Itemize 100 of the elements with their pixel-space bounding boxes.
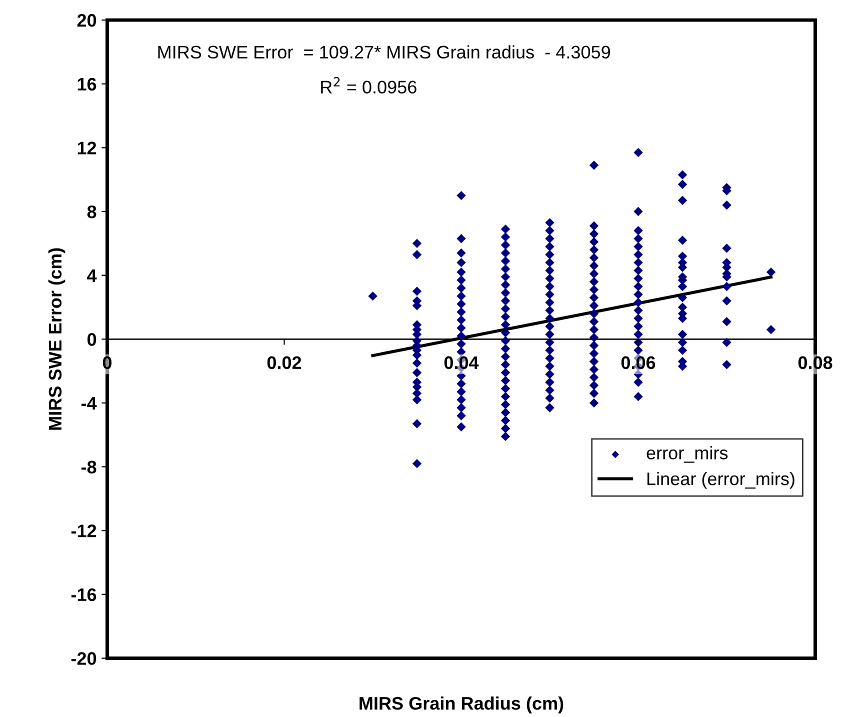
point xyxy=(456,422,466,432)
point xyxy=(500,408,510,418)
point xyxy=(589,229,599,238)
x-tick-label: 0 xyxy=(102,356,112,370)
annotation: R$^{2}$ = 0.0956 xyxy=(321,77,416,94)
point xyxy=(634,266,643,276)
point xyxy=(545,378,554,387)
point xyxy=(456,291,466,301)
point xyxy=(634,392,643,402)
point xyxy=(634,370,643,379)
point xyxy=(589,237,599,246)
point xyxy=(589,285,599,294)
point xyxy=(500,328,510,338)
point xyxy=(545,266,554,276)
y-tick-label: 8 xyxy=(87,205,96,218)
point xyxy=(500,256,510,266)
point xyxy=(634,250,643,260)
point xyxy=(500,416,510,426)
point xyxy=(722,316,732,326)
point xyxy=(634,206,643,216)
point xyxy=(545,338,554,347)
point xyxy=(500,424,510,434)
legend-label: error_mirs xyxy=(646,446,728,463)
point xyxy=(500,248,510,258)
point xyxy=(545,306,554,316)
point xyxy=(456,371,466,380)
point xyxy=(456,323,466,333)
point xyxy=(678,338,688,347)
legend-label: Linear (error_mirs) xyxy=(647,472,794,489)
point xyxy=(722,338,732,347)
point xyxy=(589,340,599,350)
point xyxy=(412,458,422,468)
point xyxy=(678,293,688,302)
point xyxy=(634,330,643,339)
point xyxy=(456,248,466,258)
point xyxy=(722,296,732,306)
point xyxy=(500,360,510,370)
point xyxy=(545,322,554,331)
point xyxy=(545,234,554,244)
point xyxy=(412,388,422,398)
point xyxy=(589,160,599,170)
x-tick-label: 0.08 xyxy=(798,356,832,370)
point xyxy=(456,276,466,285)
x-tick-label: 0.04 xyxy=(444,356,479,370)
y-tick-label: 16 xyxy=(78,78,96,91)
point xyxy=(589,324,599,334)
point xyxy=(678,180,688,189)
point xyxy=(722,244,732,253)
point xyxy=(545,298,554,308)
point xyxy=(456,299,466,309)
point xyxy=(545,218,554,228)
point xyxy=(589,372,599,382)
y-tick-label: 12 xyxy=(78,142,96,154)
point xyxy=(545,370,554,379)
point xyxy=(500,304,510,314)
y-tick-label: 4 xyxy=(87,269,97,282)
point xyxy=(545,314,554,324)
point xyxy=(589,332,599,342)
point xyxy=(456,331,466,341)
point xyxy=(589,301,599,310)
point xyxy=(634,282,643,292)
point xyxy=(722,360,732,370)
point xyxy=(589,269,599,278)
point xyxy=(589,364,599,374)
point xyxy=(500,368,510,378)
point xyxy=(456,411,466,420)
point xyxy=(500,280,510,290)
point xyxy=(412,358,422,368)
y-tick-label: -20 xyxy=(71,652,96,665)
point xyxy=(500,288,510,298)
point xyxy=(678,170,688,180)
point xyxy=(368,291,378,301)
point xyxy=(589,221,599,230)
point xyxy=(589,245,599,254)
point xyxy=(678,346,688,355)
y-tick-label: -12 xyxy=(71,524,96,538)
point xyxy=(500,384,510,394)
point xyxy=(545,403,554,412)
point xyxy=(678,236,688,245)
point xyxy=(589,316,599,326)
point xyxy=(456,395,466,404)
point xyxy=(545,258,554,268)
point xyxy=(589,348,599,358)
point xyxy=(456,258,466,268)
point xyxy=(678,196,688,205)
point xyxy=(589,309,599,318)
y-tick-label: -4 xyxy=(81,397,97,410)
point xyxy=(500,232,510,242)
point xyxy=(634,346,643,355)
point xyxy=(500,400,510,410)
point xyxy=(412,238,422,248)
point xyxy=(412,286,422,296)
point xyxy=(500,392,510,402)
point xyxy=(412,250,422,260)
point xyxy=(500,376,510,386)
point xyxy=(545,242,554,252)
y-tick-label: 20 xyxy=(77,14,96,27)
point xyxy=(500,272,510,282)
point xyxy=(634,378,643,387)
point xyxy=(545,394,554,403)
